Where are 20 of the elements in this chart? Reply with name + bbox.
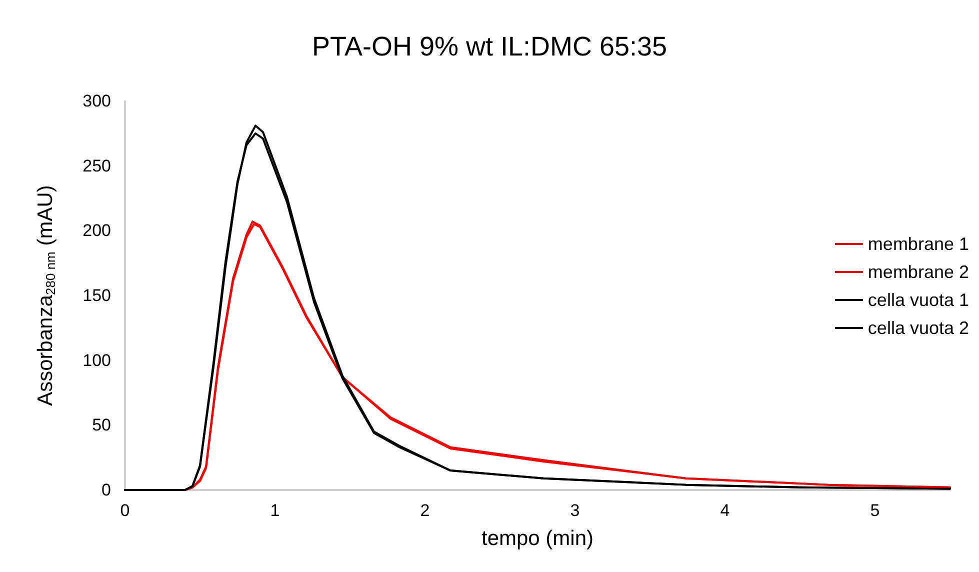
x-axis-title: tempo (min): [481, 527, 594, 550]
y-axis-title: Assorbanza280 nm (mAU): [34, 185, 58, 406]
legend-label: cella vuota 2: [868, 318, 970, 338]
y-tick-label: 250: [82, 156, 111, 176]
x-tick-label: 4: [720, 501, 730, 520]
legend-label: membrane 1: [868, 234, 969, 254]
y-tick-label: 200: [82, 221, 111, 240]
y-tick-label: 300: [82, 92, 111, 110]
y-tick-label: 150: [82, 286, 111, 305]
x-tick-label: 3: [570, 501, 580, 520]
x-tick-label: 1: [270, 501, 280, 520]
legend-label: cella vuota 1: [868, 290, 970, 310]
x-tick-label: 0: [120, 501, 130, 520]
y-tick-label: 100: [82, 350, 111, 370]
x-tick-label: 2: [420, 501, 430, 520]
y-tick-label: 50: [92, 416, 111, 435]
chart-title: PTA-OH 9% wt IL:DMC 65:35: [312, 32, 668, 62]
x-tick-label: 5: [870, 501, 880, 520]
y-tick-label: 0: [102, 480, 111, 500]
legend-label: membrane 2: [868, 262, 969, 282]
